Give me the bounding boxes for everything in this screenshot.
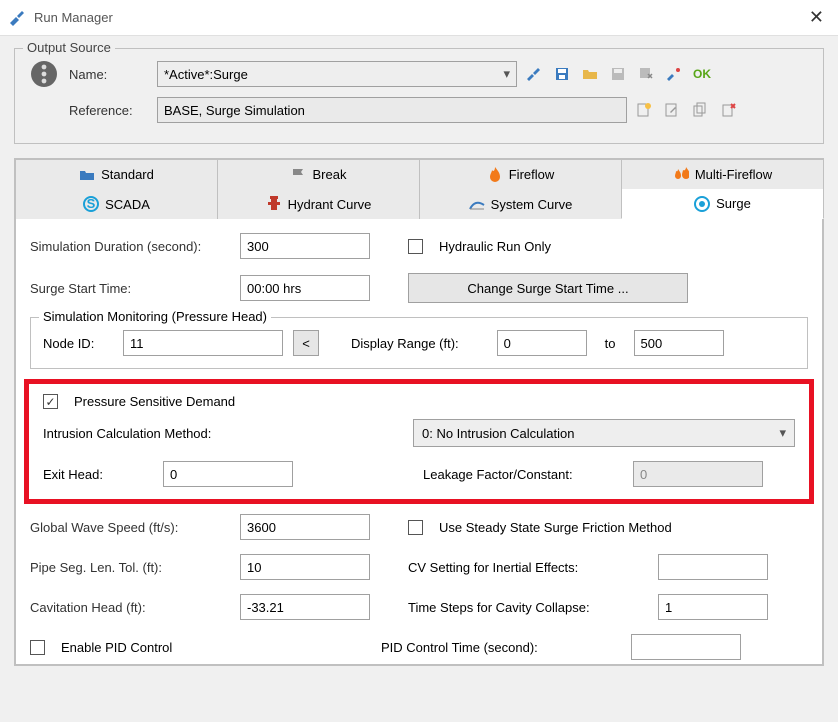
sim-duration-label: Simulation Duration (second): [30,239,230,254]
to-label: to [605,336,616,351]
surge-icon [694,196,710,212]
edit-ref-icon[interactable] [663,101,681,119]
copy-ref-icon[interactable] [691,101,709,119]
node-id-input[interactable] [123,330,283,356]
new-ref-icon[interactable] [635,101,653,119]
flag-icon [291,167,307,183]
hydrant-icon [266,196,282,212]
reference-value: BASE, Surge Simulation [164,103,305,118]
flame-icon [487,167,503,183]
settings-icon[interactable] [665,65,683,83]
pipe-seg-len-input[interactable] [240,554,370,580]
tabs-container: Standard Break Fireflow Multi-Fireflow S… [14,158,824,666]
reference-row: Reference: BASE, Surge Simulation [27,97,811,123]
tab-break[interactable]: Break [217,159,420,189]
exit-head-input[interactable] [163,461,293,487]
sim-duration-input[interactable] [240,233,370,259]
tab-surge[interactable]: Surge [621,189,824,219]
enable-pid-label: Enable PID Control [61,640,371,655]
reference-input[interactable]: BASE, Surge Simulation [157,97,627,123]
leakage-label: Leakage Factor/Constant: [423,467,623,482]
output-source-toolbar: OK [525,65,711,83]
tab-scada[interactable]: SSCADA [15,189,218,219]
chevron-down-icon: ▾ [779,425,786,441]
tab-row-2: SSCADA Hydrant Curve System Curve Surge [15,189,823,219]
chevron-down-icon: ▾ [503,66,510,82]
pid-control-time-label: PID Control Time (second): [381,640,621,655]
psd-checkbox[interactable]: ✓ [43,394,58,409]
output-source-group: Output Source Name: *Active*:Surge ▾ [14,48,824,144]
node-id-label: Node ID: [43,336,113,351]
display-range-label: Display Range (ft): [351,336,459,351]
tab-row-1: Standard Break Fireflow Multi-Fireflow [15,159,823,189]
leakage-input [633,461,763,487]
tab-system-curve[interactable]: System Curve [419,189,622,219]
close-button[interactable]: ✕ [803,7,830,28]
svg-text:S: S [87,196,96,211]
save-icon[interactable] [553,65,571,83]
tab-hydrant-curve[interactable]: Hydrant Curve [217,189,420,219]
intrusion-label: Intrusion Calculation Method: [43,426,403,441]
app-icon [8,9,26,27]
node-id-lookup-button[interactable]: < [293,330,319,356]
folder-icon [79,167,95,183]
titlebar: Run Manager ✕ [0,0,838,36]
steady-state-checkbox[interactable] [408,520,423,535]
scada-icon: S [83,196,99,212]
monitoring-legend: Simulation Monitoring (Pressure Head) [39,309,271,324]
surge-start-time-label: Surge Start Time: [30,281,230,296]
curve-icon [469,196,485,212]
ok-button[interactable]: OK [693,65,711,83]
intrusion-value: 0: No Intrusion Calculation [422,426,574,441]
cavitation-head-input[interactable] [240,594,370,620]
name-dropdown[interactable]: *Active*:Surge ▾ [157,61,517,87]
surge-start-time-input[interactable] [240,275,370,301]
tab-fireflow[interactable]: Fireflow [419,159,622,189]
delete-ref-icon[interactable] [719,101,737,119]
exit-head-label: Exit Head: [43,467,153,482]
output-source-legend: Output Source [23,40,115,55]
saveas-disabled-icon [637,65,655,83]
multi-flame-icon [673,167,689,183]
global-wave-speed-label: Global Wave Speed (ft/s): [30,520,230,535]
display-range-from-input[interactable] [497,330,587,356]
traffic-light-icon [27,59,61,89]
pid-control-time-input[interactable] [631,634,741,660]
psd-checkbox-label: Pressure Sensitive Demand [74,394,235,409]
intrusion-dropdown[interactable]: 0: No Intrusion Calculation ▾ [413,419,795,447]
content-area: Output Source Name: *Active*:Surge ▾ [0,36,838,722]
psd-highlight-box: ✓ Pressure Sensitive Demand Intrusion Ca… [24,379,814,504]
cv-setting-input[interactable] [658,554,768,580]
name-label: Name: [69,67,149,82]
tab-standard[interactable]: Standard [15,159,218,189]
display-range-to-input[interactable] [634,330,724,356]
monitoring-group: Simulation Monitoring (Pressure Head) No… [30,317,808,369]
reference-toolbar [635,101,737,119]
change-start-time-button[interactable]: Change Surge Start Time ... [408,273,688,303]
cv-setting-label: CV Setting for Inertial Effects: [408,560,648,575]
reference-label: Reference: [69,103,149,118]
global-wave-speed-input[interactable] [240,514,370,540]
tab-multi-fireflow[interactable]: Multi-Fireflow [621,159,824,189]
name-value: *Active*:Surge [164,67,248,82]
hydraulic-run-label: Hydraulic Run Only [439,239,551,254]
time-steps-label: Time Steps for Cavity Collapse: [408,600,648,615]
time-steps-input[interactable] [658,594,768,620]
name-row: Name: *Active*:Surge ▾ OK [27,59,811,89]
surge-tab-body: Simulation Duration (second): Hydraulic … [15,219,823,665]
hydraulic-run-checkbox[interactable] [408,239,423,254]
cavitation-head-label: Cavitation Head (ft): [30,600,230,615]
run-manager-window: Run Manager ✕ Output Source Name: *Activ… [0,0,838,722]
enable-pid-checkbox[interactable] [30,640,45,655]
steady-state-label: Use Steady State Surge Friction Method [439,520,672,535]
pipe-seg-len-label: Pipe Seg. Len. Tol. (ft): [30,560,230,575]
save-disabled-icon [609,65,627,83]
window-title: Run Manager [34,10,803,25]
wizard-icon[interactable] [525,65,543,83]
open-icon[interactable] [581,65,599,83]
